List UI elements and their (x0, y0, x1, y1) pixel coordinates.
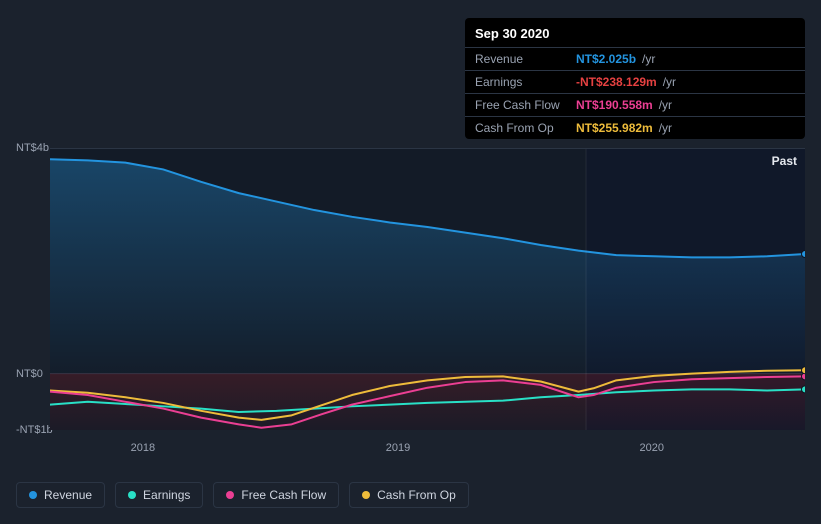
legend-item-cfo[interactable]: Cash From Op (349, 482, 469, 508)
legend-dot (128, 491, 136, 499)
financial-chart[interactable]: NT$4b NT$0 -NT$1b Past 2018 2019 2020 (16, 120, 805, 460)
legend-label: Cash From Op (377, 488, 456, 502)
tooltip-row-label: Earnings (475, 75, 570, 89)
chart-svg (50, 148, 805, 430)
tooltip-row: Earnings -NT$238.129m/yr (465, 70, 805, 93)
x-axis-tick: 2019 (386, 442, 410, 454)
tooltip-date: Sep 30 2020 (465, 18, 805, 47)
y-axis-tick: NT$0 (16, 368, 43, 380)
y-axis-tick: -NT$1b (16, 424, 53, 436)
x-axis-tick: 2018 (131, 442, 155, 454)
tooltip-row-label: Revenue (475, 52, 570, 66)
tooltip-row: Cash From Op NT$255.982m/yr (465, 116, 805, 139)
tooltip-card: Sep 30 2020 Revenue NT$2.025b/yr Earnings-… (465, 18, 805, 139)
x-axis-tick: 2020 (639, 442, 663, 454)
legend-dot (362, 491, 370, 499)
legend-label: Earnings (143, 488, 190, 502)
legend-label: Free Cash Flow (241, 488, 326, 502)
tooltip-row-value: NT$2.025b (576, 52, 636, 66)
legend-dot (29, 491, 37, 499)
legend-item-fcf[interactable]: Free Cash Flow (213, 482, 339, 508)
tooltip-row-value: -NT$238.129m (576, 75, 657, 89)
tooltip-row-label: Cash From Op (475, 121, 570, 135)
legend-item-revenue[interactable]: Revenue (16, 482, 105, 508)
tooltip-row-label: Free Cash Flow (475, 98, 570, 112)
tooltip-row-value: NT$190.558m (576, 98, 653, 112)
y-axis-tick: NT$4b (16, 142, 49, 154)
legend-item-earnings[interactable]: Earnings (115, 482, 203, 508)
tooltip-row-unit: /yr (663, 75, 676, 89)
tooltip-row-unit: /yr (659, 98, 672, 112)
legend: Revenue Earnings Free Cash Flow Cash From O… (16, 482, 469, 508)
tooltip-row-unit: /yr (659, 121, 672, 135)
legend-label: Revenue (44, 488, 92, 502)
past-label: Past (772, 154, 797, 168)
legend-dot (226, 491, 234, 499)
tooltip-row: Free Cash Flow NT$190.558m/yr (465, 93, 805, 116)
tooltip-row-unit: /yr (642, 52, 655, 66)
tooltip-row-value: NT$255.982m (576, 121, 653, 135)
tooltip-row: Revenue NT$2.025b/yr (465, 47, 805, 70)
